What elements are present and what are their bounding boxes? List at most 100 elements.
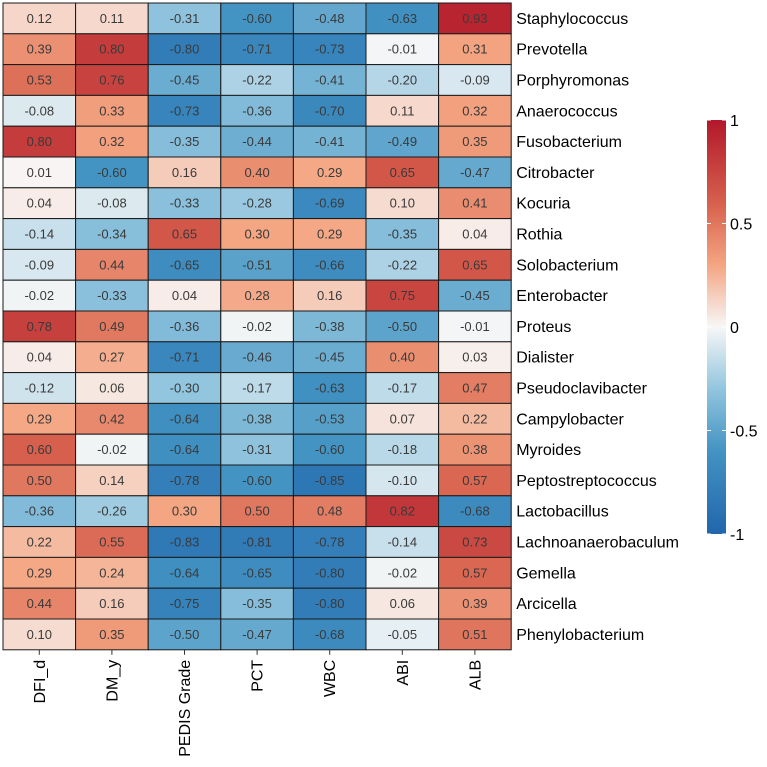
cell-value-label: -0.65: [170, 257, 200, 272]
cell-value-label: 0.10: [390, 196, 415, 211]
cell-value-label: -0.49: [387, 134, 417, 149]
cell-value-label: 0.53: [27, 73, 52, 88]
cell-value-label: 0.47: [462, 381, 487, 396]
cell-value-label: -0.30: [170, 381, 200, 396]
cell-value-label: -0.48: [315, 11, 345, 26]
heatmap-cell: [438, 187, 512, 220]
heatmap-cell: [438, 526, 512, 558]
row-label: Pseudoclavibacter: [516, 381, 647, 398]
heatmap-cell: [365, 587, 440, 620]
cell-value-label: -0.60: [315, 442, 345, 457]
column-label: PEDIS Grade: [177, 660, 194, 757]
heatmap-cell: [2, 218, 77, 250]
cell-value-label: 0.80: [27, 134, 52, 149]
cell-value-label: 0.04: [462, 227, 487, 242]
cell-value-label: -0.22: [387, 257, 417, 272]
cell-value-label: 0.49: [99, 319, 124, 334]
heatmap-cell: [75, 94, 149, 127]
cell-value-label: -0.45: [460, 288, 490, 303]
cell-value-label: -0.44: [242, 134, 272, 149]
heatmap-cell: [75, 556, 149, 589]
heatmap-cell: [75, 2, 149, 35]
column-label: ABI: [395, 660, 412, 686]
cell-value-label: 0.01: [27, 165, 52, 180]
row-label: Arcicella: [516, 596, 577, 613]
heatmap-cell: [220, 433, 294, 466]
heatmap-cell: [147, 248, 222, 281]
cell-value-label: 0.55: [99, 535, 124, 550]
cell-value-label: -0.68: [460, 504, 490, 519]
row-label: Prevotella: [516, 42, 587, 59]
cell-value-label: 0.16: [99, 596, 124, 611]
heatmap-cell: [147, 125, 222, 158]
heatmap-cell: [365, 556, 440, 589]
cell-value-label: 0.38: [462, 442, 487, 457]
cell-value-label: -0.80: [315, 565, 345, 580]
column-label: DFI_d: [32, 660, 49, 704]
heatmap-cell: [292, 556, 367, 589]
heatmap-cell: [2, 556, 77, 589]
heatmap-cell: [75, 618, 149, 651]
cell-value-label: -0.01: [460, 319, 490, 334]
heatmap-cell: [292, 187, 367, 220]
heatmap-cell: [292, 587, 367, 620]
cell-value-label: 0.03: [462, 350, 487, 365]
heatmap-cell: [147, 372, 222, 404]
cell-value-label: -0.47: [242, 627, 272, 642]
row-label: Lactobacillus: [516, 504, 609, 521]
cell-value-label: 0.31: [462, 42, 487, 57]
cell-value-label: -0.80: [170, 42, 200, 57]
heatmap-cell: [292, 156, 367, 189]
cell-value-label: -0.81: [242, 535, 272, 550]
heatmap-cell: [75, 64, 149, 96]
row-label: Phenylobacterium: [516, 627, 644, 644]
cell-value-label: 0.22: [27, 535, 52, 550]
column-label: ALB: [467, 660, 484, 690]
cell-value-label: 0.30: [172, 504, 197, 519]
cell-value-label: -0.83: [170, 535, 200, 550]
cell-value-label: 0.73: [462, 535, 487, 550]
legend-tick-label: -1: [730, 527, 744, 544]
heatmap-cell: [365, 341, 440, 374]
cell-value-label: -0.60: [242, 473, 272, 488]
heatmap-cell: [220, 187, 294, 220]
cell-value-label: 0.29: [27, 411, 52, 426]
cell-value-label: 0.32: [462, 103, 487, 118]
cell-value-label: -0.35: [387, 227, 417, 242]
cell-value-label: 0.16: [317, 288, 342, 303]
cell-value-label: 0.60: [27, 442, 52, 457]
cell-value-label: -0.31: [242, 442, 272, 457]
heatmap-cell: [147, 187, 222, 220]
cell-value-label: -0.35: [170, 134, 200, 149]
heatmap-cell: [292, 433, 367, 466]
heatmap-cell: [2, 33, 77, 66]
heatmap-cell: [365, 218, 440, 250]
heatmap-cell: [147, 464, 222, 497]
cell-value-label: 0.07: [390, 411, 415, 426]
cell-value-label: -0.47: [460, 165, 490, 180]
heatmap-cell: [438, 495, 512, 528]
column-label: WBC: [322, 660, 339, 697]
row-label: Proteus: [516, 319, 571, 336]
cell-value-label: -0.33: [170, 196, 200, 211]
heatmap-cell: [147, 556, 222, 589]
heatmap-cell: [2, 372, 77, 404]
heatmap-cell: [292, 218, 367, 250]
cell-value-label: 0.10: [27, 627, 52, 642]
cell-value-label: -0.14: [387, 535, 417, 550]
heatmap-cell: [292, 33, 367, 66]
row-label: Lachnoanaerobaculum: [516, 535, 679, 552]
cell-value-label: 0.39: [27, 42, 52, 57]
cell-value-label: -0.41: [315, 134, 345, 149]
cell-value-label: -0.20: [387, 73, 417, 88]
cell-value-label: 0.04: [27, 196, 52, 211]
cell-value-label: -0.60: [242, 11, 272, 26]
cell-value-label: -0.09: [460, 73, 490, 88]
cell-value-label: 0.24: [99, 565, 124, 580]
cell-value-label: 0.41: [462, 196, 487, 211]
heatmap-cell: [220, 218, 294, 250]
heatmap-cell: [438, 94, 512, 127]
cell-value-label: 0.06: [99, 381, 124, 396]
heatmap-cell: [147, 310, 222, 343]
row-label: Dialister: [516, 350, 574, 367]
